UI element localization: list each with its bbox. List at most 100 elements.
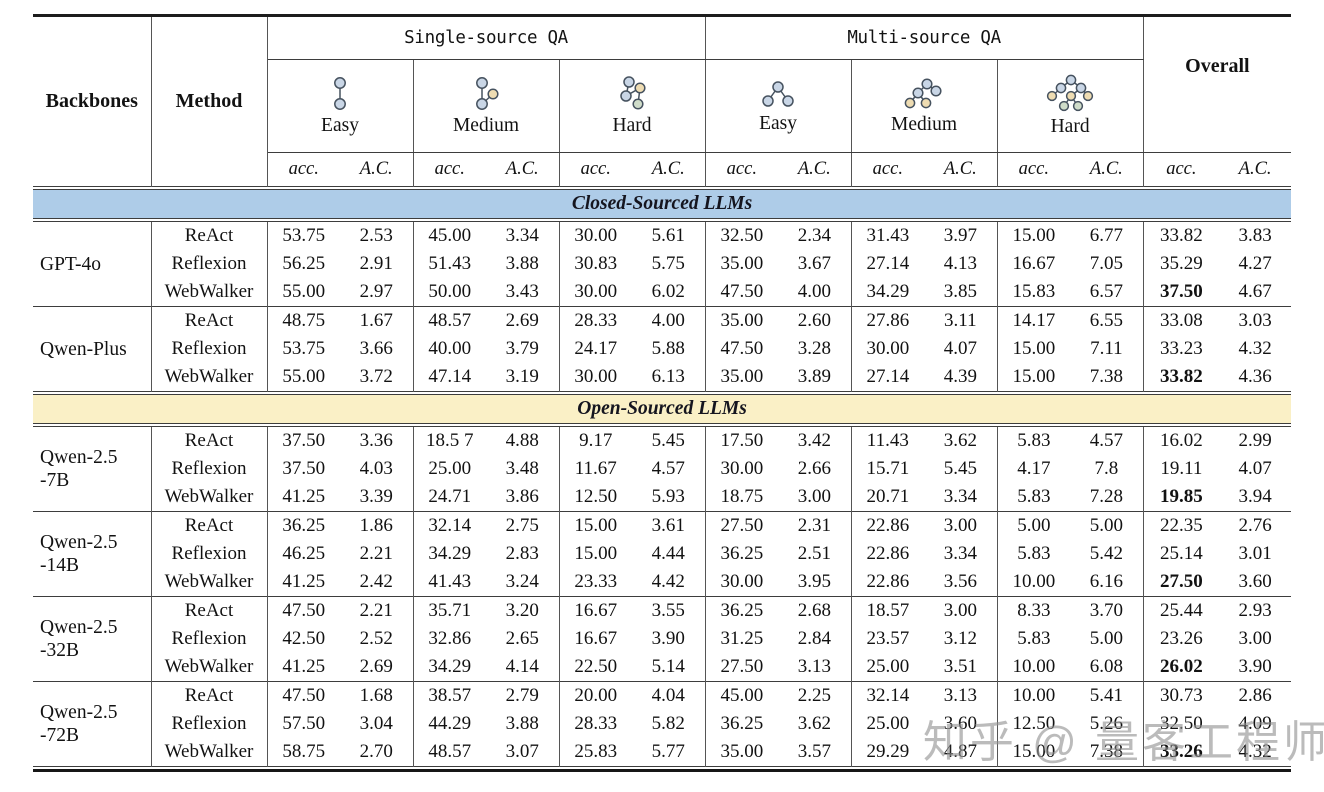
metric-value: 30.00 xyxy=(574,366,618,387)
metric-value: 33.26 xyxy=(1159,741,1203,762)
metric-value: 3.62 xyxy=(778,710,852,738)
metric-value: 3.83 xyxy=(1238,225,1272,246)
metric-value: 58.75 xyxy=(282,741,326,762)
metric-value: 3.85 xyxy=(924,278,998,307)
metric-value: 18.5 7 xyxy=(426,430,474,451)
metric-value: 5.93 xyxy=(632,483,706,512)
metric-value: 4.32 xyxy=(1238,741,1272,762)
metric-value: 3.00 xyxy=(924,596,998,625)
metric-value: 2.91 xyxy=(340,250,414,278)
metric-value: 35.29 xyxy=(1159,253,1203,274)
metric-value: 6.08 xyxy=(1070,653,1144,682)
metric-value: 27.50 xyxy=(720,656,764,677)
metric-value: 46.25 xyxy=(282,543,326,564)
metric-value: 3.72 xyxy=(340,363,414,392)
metric-value: 56.25 xyxy=(282,253,326,274)
metric-value: 3.12 xyxy=(924,625,998,653)
acc-header: acc. xyxy=(1018,159,1049,179)
metric-value: 47.50 xyxy=(267,681,340,710)
metric-value: 30.00 xyxy=(720,458,764,479)
table-row: Qwen-2.5 -32B ReAct 47.50 2.21 35.71 3.20 16.6… xyxy=(33,596,1292,682)
metric-value: 45.00 xyxy=(705,681,779,710)
metric-value: 6.13 xyxy=(632,363,706,392)
metric-value: 3.00 xyxy=(778,483,852,512)
acc-header: acc. xyxy=(288,159,319,179)
acc-header: acc. xyxy=(872,159,903,179)
metric-value: 25.00 xyxy=(866,656,910,677)
metric-value: 15.00 xyxy=(1012,366,1056,387)
metric-value: 6.55 xyxy=(1070,306,1144,335)
method-label: WebWalker xyxy=(151,653,268,682)
metric-value: 16.67 xyxy=(1012,253,1056,274)
metric-value: 35.00 xyxy=(720,253,764,274)
metric-value: 2.84 xyxy=(778,625,852,653)
backbone-label: Qwen-Plus xyxy=(33,306,152,392)
metric-value: 1.67 xyxy=(340,306,414,335)
metric-value: 3.61 xyxy=(632,511,706,540)
backbone-label: Qwen-2.5 -14B xyxy=(33,511,152,597)
metric-value: 33.08 xyxy=(1143,306,1220,335)
method-label: WebWalker xyxy=(151,278,268,307)
backbone-label: GPT-4o xyxy=(33,221,152,307)
metric-value: 30.73 xyxy=(1143,681,1220,710)
metric-value: 2.52 xyxy=(340,625,414,653)
ac-header: A.C. xyxy=(1070,152,1144,187)
metric-value: 8.33 xyxy=(997,596,1071,625)
metric-value: 27.50 xyxy=(705,511,779,540)
metric-value: 25.00 xyxy=(866,713,910,734)
metric-value: 36.25 xyxy=(720,543,764,564)
ac-header: A.C. xyxy=(924,152,998,187)
metric-value: 6.16 xyxy=(1070,568,1144,597)
metric-value: 5.00 xyxy=(1070,511,1144,540)
metric-value: 10.00 xyxy=(1012,656,1056,677)
metric-value: 3.42 xyxy=(778,426,852,455)
metric-value: 41.25 xyxy=(282,571,326,592)
metric-value: 3.00 xyxy=(924,511,998,540)
metric-value: 2.53 xyxy=(340,221,414,250)
metric-value: 34.29 xyxy=(428,656,472,677)
table-row: Reflexion 42.50 2.52 32.86 2.65 16.67 3.90 31.2… xyxy=(33,625,1291,653)
method-label: Reflexion xyxy=(151,625,268,653)
metric-value: 19.85 xyxy=(1159,486,1203,507)
metric-value: 3.20 xyxy=(486,596,560,625)
multi-source-qa-header: Multi-source QA xyxy=(705,14,1144,60)
chain-3-node-graph-icon xyxy=(476,77,499,110)
method-label: ReAct xyxy=(151,426,268,455)
metric-value: 2.65 xyxy=(486,625,560,653)
metric-value: 2.75 xyxy=(486,511,560,540)
metric-value: 55.00 xyxy=(282,366,326,387)
metric-value: 53.75 xyxy=(282,225,326,246)
metric-value: 48.57 xyxy=(413,306,486,335)
metric-value: 15.71 xyxy=(866,458,910,479)
metric-value: 35.00 xyxy=(705,306,779,335)
metric-value: 5.00 xyxy=(1070,625,1144,653)
metric-value: 2.76 xyxy=(1219,511,1292,540)
metric-value: 5.82 xyxy=(632,710,706,738)
metric-value: 3.88 xyxy=(486,710,560,738)
metric-value: 7.8 xyxy=(1070,455,1144,483)
metric-value: 17.50 xyxy=(720,430,764,451)
metric-value: 5.77 xyxy=(632,738,706,767)
metric-value: 5.83 xyxy=(1017,628,1051,649)
metric-value: 26.02 xyxy=(1159,656,1203,677)
metric-value: 3.34 xyxy=(924,483,998,512)
metric-value: 5.26 xyxy=(1070,710,1144,738)
metric-value: 3.00 xyxy=(1238,628,1272,649)
metric-value: 28.33 xyxy=(574,713,618,734)
difficulty-label: Easy xyxy=(759,113,798,134)
tree-5-node-graph-icon xyxy=(904,78,942,109)
metric-value: 11.43 xyxy=(866,430,909,451)
table-row: WebWalker 58.75 2.70 48.57 3.07 25.83 5.77 35.0… xyxy=(33,738,1291,767)
section-banner: Closed-Sourced LLMs xyxy=(33,189,1292,219)
metric-value: 1.68 xyxy=(340,681,414,710)
metric-value: 5.88 xyxy=(632,335,706,363)
metric-value: 3.28 xyxy=(778,335,852,363)
metric-value: 9.17 xyxy=(579,430,613,451)
metric-value: 6.02 xyxy=(632,278,706,307)
method-label: Reflexion xyxy=(151,335,268,363)
metric-value: 2.99 xyxy=(1238,430,1272,451)
metric-value: 30.00 xyxy=(574,281,618,302)
metric-value: 38.57 xyxy=(413,681,486,710)
metric-value: 27.14 xyxy=(866,366,910,387)
metric-value: 14.17 xyxy=(997,306,1071,335)
